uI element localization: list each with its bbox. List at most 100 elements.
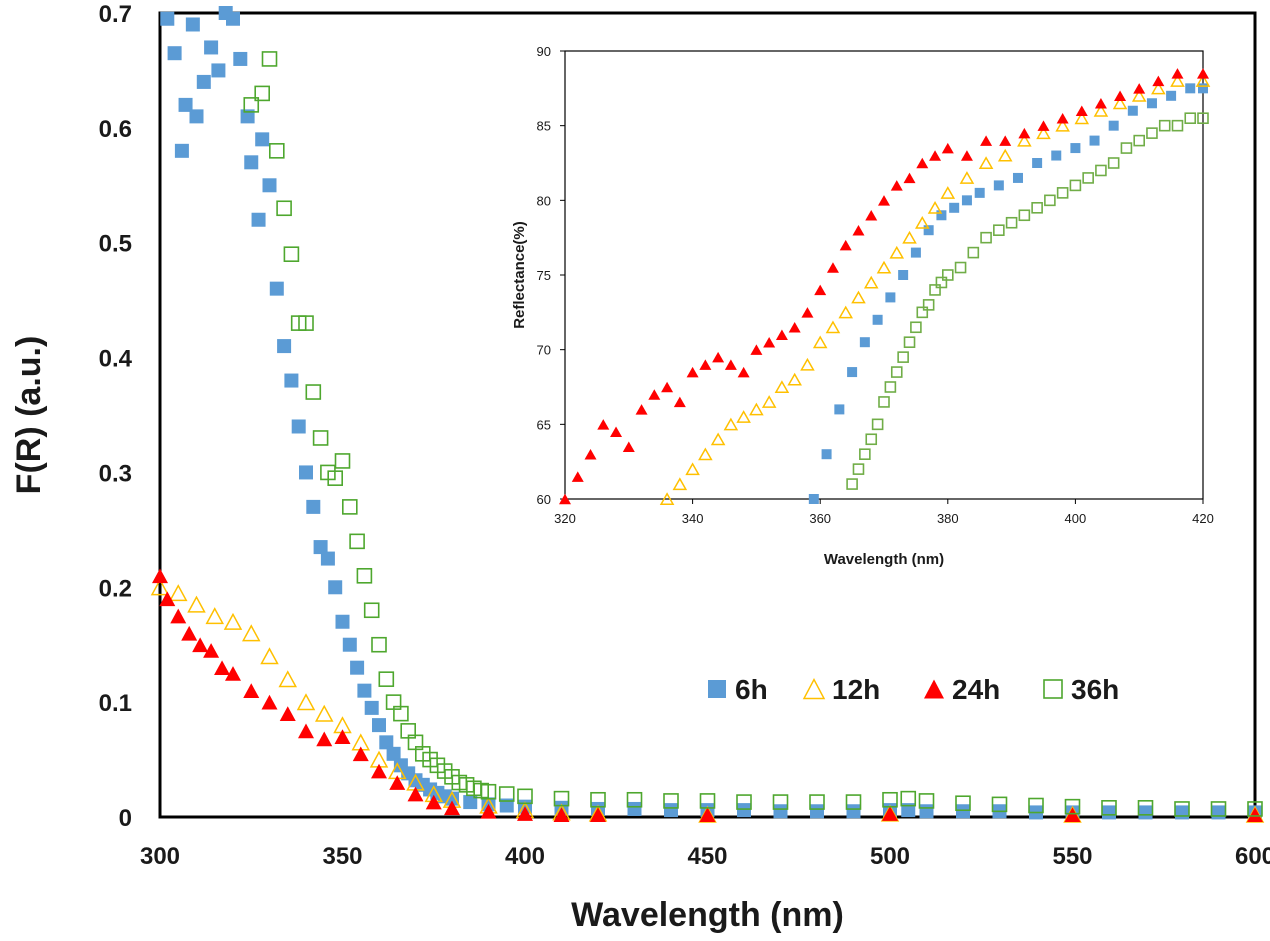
series-12h [659, 74, 1211, 505]
data-point [1028, 797, 1044, 814]
data-point [859, 448, 871, 461]
legend-marker-24h [924, 679, 944, 699]
data-point [167, 46, 182, 61]
data-point [269, 281, 284, 296]
y-tick-label: 65 [537, 417, 551, 432]
data-point [1146, 127, 1158, 139]
data-point [664, 803, 678, 818]
data-point [260, 647, 279, 665]
x-tick-label: 350 [322, 843, 362, 870]
data-point [1211, 805, 1226, 820]
data-point [1036, 126, 1051, 140]
data-point [872, 314, 883, 325]
data-point [463, 795, 478, 810]
data-point [1017, 133, 1032, 147]
data-point [327, 470, 344, 486]
data-point [810, 804, 824, 819]
data-point [846, 478, 858, 490]
y-tick-label: 0.5 [99, 231, 132, 258]
data-point [584, 448, 597, 460]
data-point [196, 74, 211, 89]
data-point [826, 262, 839, 273]
data-point [223, 612, 243, 630]
data-point [839, 239, 852, 251]
data-point [425, 794, 442, 810]
data-point [316, 731, 333, 747]
data-point [1175, 805, 1189, 820]
data-point [661, 381, 674, 393]
y-tick-label: 70 [537, 343, 551, 358]
data-point [847, 367, 858, 378]
legend-label: 6h [735, 674, 768, 705]
data-point [291, 419, 306, 434]
data-point [305, 384, 322, 400]
data-point [673, 396, 686, 408]
data-point [262, 178, 277, 193]
series-36h [846, 112, 1209, 490]
data-point [876, 260, 892, 274]
data-point [298, 315, 314, 331]
data-point [211, 63, 226, 78]
legend-marker-12h [802, 677, 826, 700]
data-point [710, 432, 726, 446]
data-point [1210, 801, 1227, 817]
data-point [889, 245, 905, 259]
data-point [1138, 805, 1153, 820]
data-point [1174, 801, 1190, 817]
x-tick-label: 320 [554, 511, 576, 526]
data-point [553, 790, 570, 807]
data-point [648, 389, 661, 400]
data-point [978, 156, 994, 169]
main-plot: 300 350 400 450 500 550 600 0 0.1 0.2 0.3 0.4 0.5 0.6… [10, 1, 1270, 934]
data-point [685, 462, 700, 476]
data-point [276, 200, 292, 217]
data-point [929, 150, 942, 161]
data-point [334, 453, 351, 469]
data-point [1069, 179, 1082, 192]
data-point [185, 17, 200, 32]
data-point [1056, 187, 1069, 199]
data-point [1133, 83, 1146, 94]
data-point [278, 670, 298, 688]
data-point [927, 201, 943, 214]
x-tick-label: 340 [682, 511, 704, 526]
data-point [445, 791, 459, 806]
data-point [1018, 127, 1031, 139]
y-tick-label: 0.6 [99, 116, 132, 143]
chart-legend: 6h 12h 24h 36h [708, 674, 1119, 705]
data-point [622, 441, 635, 452]
data-point [313, 540, 328, 555]
data-point [859, 337, 870, 348]
data-point [1133, 134, 1145, 147]
data-point [244, 155, 259, 170]
data-point [1152, 75, 1165, 87]
x-tick-label: 600 [1235, 843, 1270, 870]
data-point [960, 150, 973, 161]
data-point [205, 607, 225, 625]
data-point [444, 800, 460, 816]
data-point [1018, 209, 1031, 222]
data-point [699, 359, 712, 370]
data-point [1044, 194, 1056, 207]
data-point [356, 567, 373, 584]
data-point [168, 584, 188, 602]
data-point [1197, 112, 1209, 124]
data-point [935, 276, 948, 289]
data-point [1195, 74, 1211, 87]
data-point [590, 791, 606, 808]
data-point [878, 396, 890, 408]
data-point [255, 132, 270, 147]
data-point [763, 336, 776, 348]
data-point [1127, 105, 1138, 116]
data-point [626, 791, 643, 808]
data-point [1137, 800, 1154, 816]
data-point [736, 794, 752, 810]
data-point [1247, 807, 1263, 823]
x-tick-label: 400 [505, 843, 545, 870]
data-point [590, 807, 606, 823]
data-point [999, 135, 1012, 146]
data-point [736, 410, 751, 423]
data-point [1114, 90, 1127, 102]
data-point [378, 671, 395, 687]
data-point [974, 187, 985, 198]
